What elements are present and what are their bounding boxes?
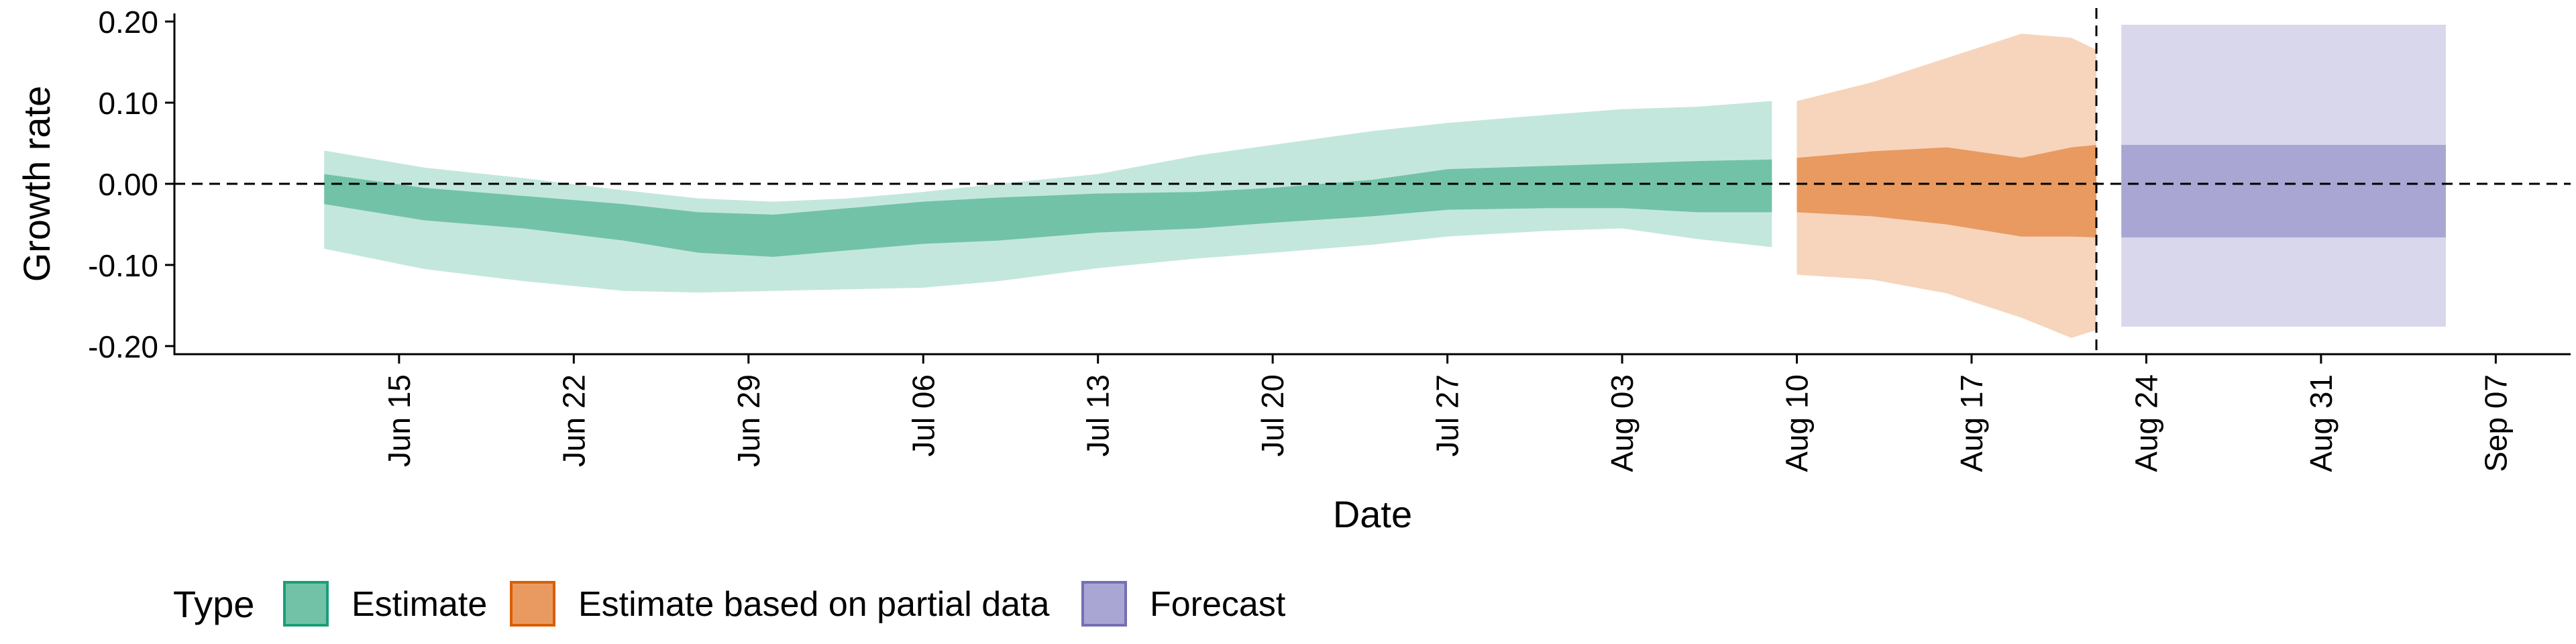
x-tick-label: Jun 22 [556, 374, 591, 467]
x-tick-label: Jul 13 [1081, 374, 1116, 457]
legend-key-estimate [283, 581, 329, 627]
y-tick-label: -0.10 [88, 248, 158, 283]
y-tick-label: 0.00 [98, 167, 158, 202]
y-tick-label: 0.20 [98, 5, 158, 40]
x-tick-label: Jul 20 [1255, 374, 1290, 457]
x-tick-label: Aug 03 [1605, 374, 1640, 472]
x-tick-label: Jun 29 [731, 374, 766, 467]
y-tick-label: -0.20 [88, 329, 158, 364]
legend-key-estimate-based-on-partial-data [510, 581, 555, 627]
y-axis-label: Growth rate [15, 86, 58, 282]
legend-label-estimate: Estimate [352, 585, 487, 624]
x-tick-label: Jul 06 [906, 374, 941, 457]
legend-key-forecast [1081, 581, 1127, 627]
legend-label-estimate-based-on-partial-data: Estimate based on partial data [578, 585, 1050, 624]
legend-title: Type [173, 583, 254, 625]
estimate-based-on-partial-data-band-50 [1796, 144, 2097, 237]
x-tick-label: Aug 31 [2304, 374, 2339, 472]
x-tick-label: Jul 27 [1430, 374, 1465, 457]
x-tick-label: Aug 24 [2129, 374, 2163, 472]
y-tick-label: 0.10 [98, 86, 158, 121]
x-tick-label: Aug 17 [1954, 374, 1989, 472]
legend: Type Estimate Estimate based on partial d… [173, 581, 1286, 627]
x-tick-label: Sep 07 [2478, 374, 2513, 472]
y-ticks: 0.20 0.10 0.00 -0.10 -0.20 [88, 5, 174, 364]
bands [324, 24, 2446, 338]
x-axis-label: Date [1333, 493, 1412, 535]
x-tick-label: Aug 10 [1780, 374, 1815, 472]
x-tick-label: Jun 15 [382, 374, 417, 467]
x-ticks: Jun 15 Jun 22 Jun 29 Jul 06 Jul 13 Jul 20 Jul … [382, 354, 2513, 472]
legend-label-forecast: Forecast [1150, 585, 1286, 624]
estimate-band-50 [324, 159, 1772, 257]
forecast-band-50 [2121, 144, 2446, 237]
